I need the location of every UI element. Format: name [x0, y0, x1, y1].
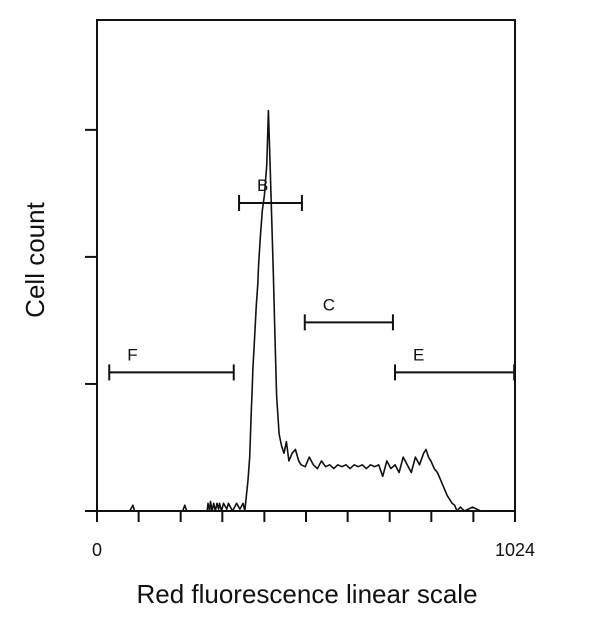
- gate-c-label: C: [323, 295, 335, 314]
- x-axis-title: Red fluorescence linear scale: [136, 579, 477, 609]
- x-axis-ticks: [96, 511, 516, 522]
- x-tick-label-0: 0: [92, 540, 102, 560]
- gate-e-label: E: [413, 345, 424, 364]
- x-axis-tick-labels: 0 1024: [92, 540, 535, 560]
- x-tick-label-1: 1024: [495, 540, 535, 560]
- y-axis-title: Cell count: [20, 201, 50, 317]
- gate-f-label: F: [127, 345, 137, 364]
- gate-markers: F B C E: [108, 176, 516, 381]
- y-axis-ticks: [85, 128, 97, 512]
- histogram-series-line: [97, 109, 515, 512]
- gate-b-label: B: [257, 176, 268, 195]
